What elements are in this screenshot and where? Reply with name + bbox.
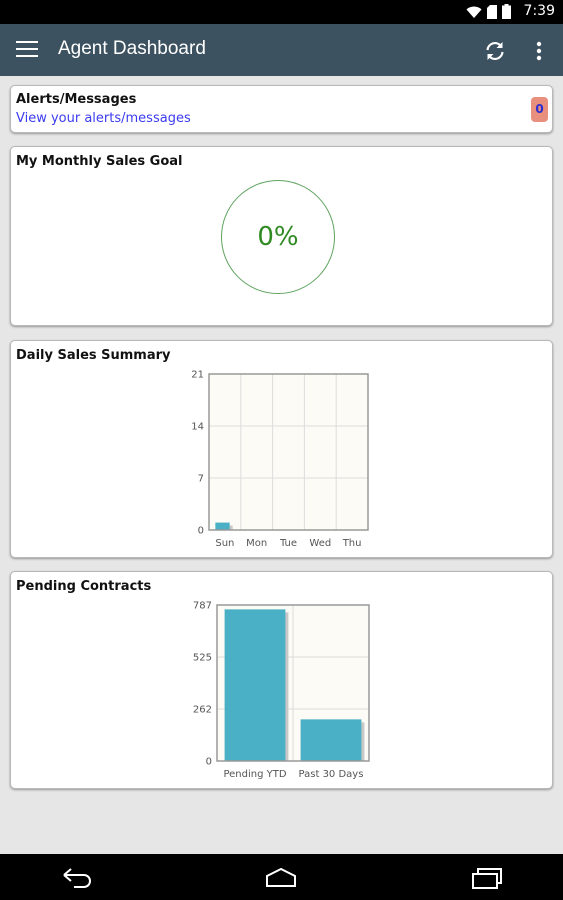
y-tick-label: 0 (198, 526, 204, 537)
y-tick-label: 787 (193, 601, 212, 612)
more-vert-icon[interactable] (530, 39, 548, 63)
y-tick-label: 7 (198, 474, 204, 485)
recent-apps-icon[interactable] (470, 866, 504, 890)
daily-sales-card: 0 7 14 21 Sun Mon Tue Wed Thu Daily Sales Summar… (10, 340, 553, 558)
battery-icon (502, 4, 511, 19)
y-tick-label: 0 (206, 757, 212, 768)
alerts-count-badge: 0 (531, 97, 548, 122)
daily-sales-title: Daily Sales Summary (16, 348, 171, 363)
alerts-card[interactable]: Alerts/Messages View your alerts/message… (10, 85, 553, 133)
bar (215, 522, 230, 530)
bar (300, 719, 362, 761)
alerts-title: Alerts/Messages (16, 92, 137, 107)
x-tick-label: Wed (309, 538, 331, 549)
plot-border (208, 373, 369, 531)
goal-title: My Monthly Sales Goal (16, 154, 183, 169)
x-tick-label: Mon (246, 538, 267, 549)
app-title: Agent Dashboard (58, 38, 206, 59)
y-tick-label: 14 (191, 422, 204, 433)
status-time: 7:39 (523, 3, 555, 19)
y-tick-label: 262 (193, 705, 212, 716)
plot-border (216, 604, 370, 762)
wifi-icon (466, 6, 482, 18)
y-tick-label: 525 (193, 653, 212, 664)
plot-area (209, 374, 368, 530)
refresh-icon[interactable] (483, 39, 507, 63)
menu-icon[interactable] (16, 41, 38, 59)
bar (224, 609, 286, 761)
x-tick-label: Past 30 Days (299, 769, 364, 780)
x-tick-label: Tue (279, 538, 297, 549)
navigation-bar (0, 854, 563, 900)
y-tick-label: 21 (191, 370, 204, 381)
status-bar: 7:39 (0, 0, 563, 24)
pending-contracts-chart: 0 262 525 787 Pending YTD Past 30 Days (193, 601, 370, 780)
x-tick-label: Thu (342, 538, 362, 549)
x-tick-label: Sun (215, 538, 234, 549)
alerts-link[interactable]: View your alerts/messages (16, 111, 191, 126)
back-icon[interactable] (60, 866, 94, 890)
home-icon[interactable] (264, 866, 298, 890)
daily-sales-chart: 0 7 14 21 Sun Mon Tue Wed Thu (191, 370, 369, 549)
sim-icon (487, 4, 497, 19)
goal-percent: 0% (257, 222, 299, 252)
x-tick-label: Pending YTD (223, 769, 286, 780)
pending-contracts-title: Pending Contracts (16, 579, 152, 594)
monthly-goal-card: My Monthly Sales Goal 0% (10, 146, 553, 326)
app-bar: Agent Dashboard (0, 24, 563, 76)
pending-contracts-card: 0 262 525 787 Pending YTD Past 30 Days Pendin… (10, 571, 553, 789)
goal-progress-ring (221, 180, 335, 294)
